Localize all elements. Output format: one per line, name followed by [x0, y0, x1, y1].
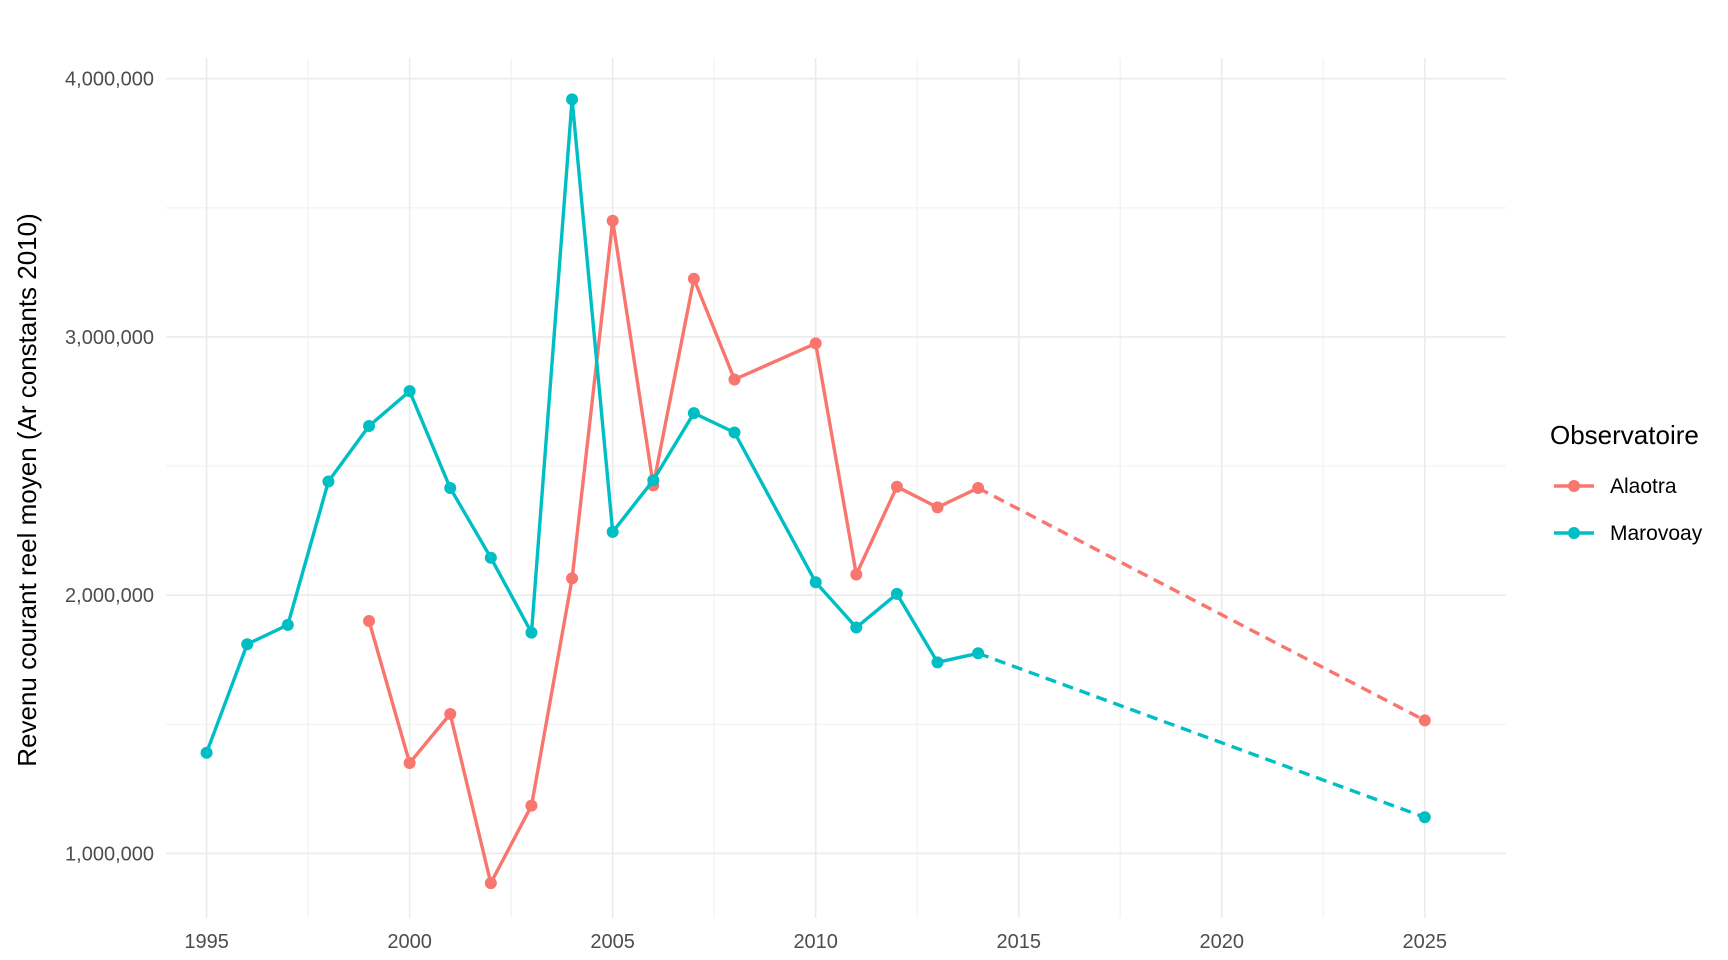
- point-marovoay: [566, 93, 579, 106]
- point-marovoay: [363, 420, 376, 433]
- projection-line-marovoay: [977, 651, 1426, 819]
- point-marovoay: [972, 647, 985, 660]
- point-alaotra: [444, 707, 457, 720]
- point-marovoay: [647, 474, 660, 487]
- x-tick-label: 2000: [387, 931, 432, 953]
- point-alaotra: [728, 373, 741, 386]
- point-alaotra: [931, 501, 944, 514]
- point-alaotra: [403, 757, 416, 770]
- point-marovoay: [281, 618, 294, 631]
- y-tick-label: 2,000,000: [65, 585, 154, 607]
- point-alaotra: [484, 877, 497, 890]
- x-tick-label: 2020: [1200, 931, 1245, 953]
- grid: [166, 58, 1506, 918]
- series-marovoay: [200, 93, 1431, 824]
- legend-item-alaotra: Alaotra: [1554, 475, 1677, 498]
- legend-key-point: [1568, 480, 1580, 492]
- legend-title: Observatoire: [1550, 420, 1699, 450]
- point-marovoay: [403, 385, 416, 398]
- series-alaotra: [363, 214, 1431, 890]
- legend: Observatoire Alaotra Marovoay: [1550, 420, 1703, 545]
- line-marovoay: [205, 97, 979, 754]
- point-marovoay: [728, 426, 741, 439]
- legend-label: Alaotra: [1610, 475, 1677, 498]
- legend-key-point: [1568, 527, 1580, 539]
- projection-point-alaotra: [1418, 714, 1431, 727]
- projection-line-alaotra: [977, 486, 1426, 722]
- point-marovoay: [687, 407, 700, 420]
- x-tick-label: 2005: [590, 931, 635, 953]
- legend-items: Alaotra Marovoay: [1554, 475, 1703, 545]
- point-alaotra: [890, 480, 903, 493]
- point-marovoay: [606, 525, 619, 538]
- y-axis-ticks: 1,000,000 2,000,000 3,000,000 4,000,000: [65, 69, 154, 866]
- point-marovoay: [322, 475, 335, 488]
- point-marovoay: [850, 621, 863, 634]
- projection-point-marovoay: [1418, 811, 1431, 824]
- y-tick-label: 3,000,000: [65, 327, 154, 349]
- point-marovoay: [890, 587, 903, 600]
- point-marovoay: [525, 626, 538, 639]
- x-tick-label: 2025: [1403, 931, 1448, 953]
- x-axis-ticks: 1995 2000 2005 2010 2015 2020 2025: [184, 931, 1447, 953]
- point-marovoay: [200, 746, 213, 759]
- point-alaotra: [606, 214, 619, 227]
- point-alaotra: [687, 272, 700, 285]
- point-alaotra: [809, 337, 822, 350]
- point-marovoay: [484, 551, 497, 564]
- point-marovoay: [444, 482, 457, 494]
- point-marovoay: [931, 656, 944, 669]
- legend-item-marovoay: Marovoay: [1554, 522, 1703, 545]
- x-tick-label: 2010: [793, 931, 838, 953]
- point-alaotra: [363, 615, 376, 628]
- y-tick-label: 1,000,000: [65, 843, 154, 865]
- point-alaotra: [972, 482, 985, 494]
- point-marovoay: [809, 576, 822, 589]
- x-tick-label: 2015: [996, 931, 1041, 953]
- line-alaotra: [367, 219, 979, 885]
- series-layer: [200, 93, 1431, 890]
- y-axis-title: Revenu courant reel moyen (Ar constants …: [12, 213, 42, 767]
- point-marovoay: [241, 638, 254, 651]
- x-tick-label: 1995: [184, 931, 229, 953]
- legend-label: Marovoay: [1610, 522, 1703, 545]
- y-tick-label: 4,000,000: [65, 69, 154, 91]
- point-alaotra: [850, 568, 863, 581]
- point-alaotra: [566, 572, 579, 585]
- point-alaotra: [525, 799, 538, 812]
